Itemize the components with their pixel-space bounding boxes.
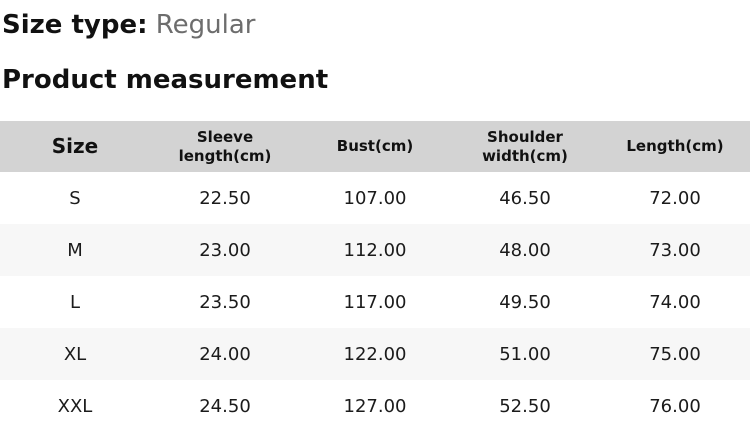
size-cell: S [69, 187, 81, 209]
sleeve-length-cell: 23.50 [199, 291, 251, 313]
length-cell: 73.00 [649, 239, 701, 261]
product-size-panel: Size type: Regular Product measurement S… [0, 10, 750, 432]
shoulder-width-cell: 48.00 [499, 239, 551, 261]
length-cell: 75.00 [649, 343, 701, 365]
shoulder-width-cell: 52.50 [499, 395, 551, 417]
shoulder-width-cell: 46.50 [499, 187, 551, 209]
length-cell: 74.00 [649, 291, 701, 313]
size-cell: M [67, 239, 83, 261]
column-header-sleeve-length: Sleeve length(cm) [150, 121, 300, 172]
shoulder-width-cell: 51.00 [499, 343, 551, 365]
table-row-l: L 23.50 117.00 49.50 74.00 [0, 276, 750, 328]
bust-cell: 117.00 [343, 291, 407, 313]
product-measurement-title: Product measurement [2, 65, 329, 95]
column-header-size: Size [0, 121, 150, 172]
sleeve-length-cell: 22.50 [199, 187, 251, 209]
table-row-xxl: XXL 24.50 127.00 52.50 76.00 [0, 380, 750, 432]
table-header-row: Size Sleeve length(cm) Bust(cm) Shoulder… [0, 121, 750, 172]
table-row-s: S 22.50 107.00 46.50 72.00 [0, 172, 750, 224]
size-type-value: Regular [155, 10, 256, 40]
size-type-label: Size type: [2, 10, 148, 40]
table-row-xl: XL 24.00 122.00 51.00 75.00 [0, 328, 750, 380]
column-header-length: Length(cm) [600, 121, 750, 172]
size-cell: XL [63, 343, 87, 365]
sleeve-length-cell: 24.50 [199, 395, 251, 417]
size-cell: XXL [57, 395, 93, 417]
bust-cell: 122.00 [343, 343, 407, 365]
column-header-shoulder-width: Shoulder width(cm) [450, 121, 600, 172]
bust-cell: 112.00 [343, 239, 407, 261]
column-header-bust: Bust(cm) [300, 121, 450, 172]
sleeve-length-cell: 24.00 [199, 343, 251, 365]
size-cell: L [69, 291, 81, 313]
bust-cell: 127.00 [343, 395, 407, 417]
shoulder-width-cell: 49.50 [499, 291, 551, 313]
sleeve-length-cell: 23.00 [199, 239, 251, 261]
length-cell: 72.00 [649, 187, 701, 209]
size-type-line: Size type: Regular [2, 10, 750, 40]
measurement-table: Size Sleeve length(cm) Bust(cm) Shoulder… [0, 121, 750, 432]
table-row-m: M 23.00 112.00 48.00 73.00 [0, 224, 750, 276]
length-cell: 76.00 [649, 395, 701, 417]
bust-cell: 107.00 [343, 187, 407, 209]
